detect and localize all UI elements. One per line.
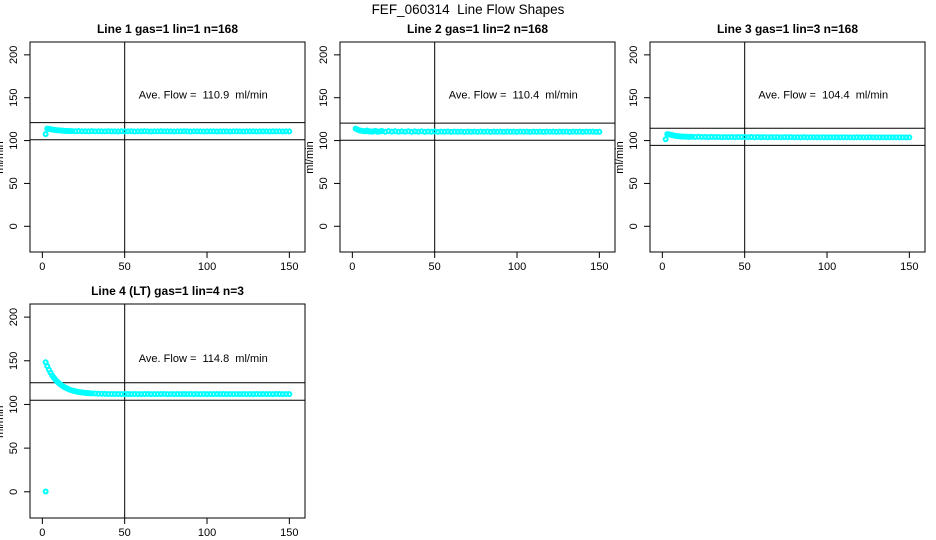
ave-flow-annotation: Ave. Flow = 104.4 ml/min (758, 90, 888, 102)
y-tick-label: 200 (628, 46, 640, 64)
x-tick-label: 150 (900, 261, 918, 273)
y-tick-label: 200 (318, 46, 330, 64)
data-point (286, 391, 293, 398)
data-point (906, 134, 913, 141)
plot-box (339, 41, 616, 253)
y-axis-label: ml/min (304, 141, 316, 173)
ave-flow-annotation: Ave. Flow = 110.9 ml/min (139, 90, 268, 102)
panel-title: Line 4 (LT) gas=1 lin=4 n=3 (91, 284, 244, 298)
plot-box (29, 303, 306, 519)
plot-box (649, 41, 926, 253)
data-point (662, 136, 669, 143)
y-tick-label: 200 (8, 46, 20, 64)
data-point (286, 128, 293, 135)
y-tick-label: 0 (628, 223, 640, 229)
y-tick-label: 200 (8, 308, 20, 326)
y-tick-label: 100 (8, 395, 20, 413)
y-axis-label: ml/min (0, 406, 6, 438)
y-tick-label: 100 (318, 131, 330, 149)
y-tick-label: 150 (628, 89, 640, 107)
data-point (42, 131, 49, 138)
y-axis-label: ml/min (0, 141, 6, 173)
x-tick-label: 150 (280, 527, 298, 539)
y-tick-label: 0 (8, 489, 20, 495)
x-tick-label: 100 (508, 261, 526, 273)
x-tick-label: 0 (659, 261, 665, 273)
panel-title: Line 3 gas=1 lin=3 n=168 (717, 22, 858, 36)
y-tick-label: 50 (8, 177, 20, 189)
y-tick-label: 0 (318, 223, 330, 229)
data-point (42, 488, 49, 495)
panel-line-1: 0 50 100 150 0 50 100 150 200 ml/min Line 1 gas=1 … (0, 22, 306, 273)
panel-line-2: 0 50 100 150 0 50 100 150 200 ml/min Line 2 gas=1 … (304, 22, 616, 273)
y-tick-label: 50 (628, 177, 640, 189)
plot-box (29, 41, 306, 253)
x-tick-label: 100 (198, 527, 216, 539)
panel-title: Line 1 gas=1 lin=1 n=168 (97, 22, 238, 36)
y-axis-label: ml/min (614, 141, 626, 173)
panel-title: Line 2 gas=1 lin=2 n=168 (407, 22, 548, 36)
x-tick-label: 50 (119, 261, 131, 273)
y-tick-label: 50 (8, 442, 20, 454)
figure-title: FEF_060314 Line Flow Shapes (371, 2, 565, 17)
panel-line-4: 0 50 100 150 0 50 100 150 200 ml/min Line 4 (LT) g… (0, 284, 306, 539)
y-tick-label: 150 (8, 352, 20, 370)
ave-flow-annotation: Ave. Flow = 114.8 ml/min (139, 353, 268, 365)
x-tick-label: 150 (280, 261, 298, 273)
x-tick-label: 50 (429, 261, 441, 273)
x-tick-label: 50 (739, 261, 751, 273)
data-point (596, 128, 603, 135)
y-tick-label: 100 (8, 131, 20, 149)
panel-line-3: 0 50 100 150 0 50 100 150 200 ml/min Line 3 gas=1 … (614, 22, 926, 273)
x-tick-label: 150 (590, 261, 608, 273)
x-tick-label: 0 (39, 261, 45, 273)
x-tick-label: 50 (119, 527, 131, 539)
y-tick-label: 150 (318, 89, 330, 107)
x-tick-label: 0 (39, 527, 45, 539)
x-tick-label: 0 (349, 261, 355, 273)
x-tick-label: 100 (198, 261, 216, 273)
y-tick-label: 50 (318, 177, 330, 189)
y-tick-label: 100 (628, 131, 640, 149)
y-tick-label: 150 (8, 89, 20, 107)
y-tick-label: 0 (8, 223, 20, 229)
x-tick-label: 100 (818, 261, 836, 273)
ave-flow-annotation: Ave. Flow = 110.4 ml/min (449, 90, 578, 102)
